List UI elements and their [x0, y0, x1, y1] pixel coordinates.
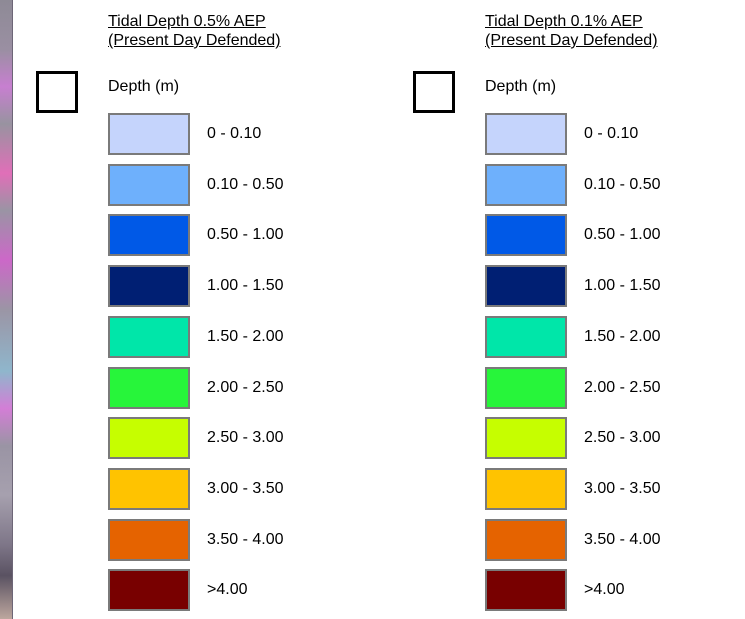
legend-swatch: [485, 417, 567, 460]
legend-title-line1: Tidal Depth 0.1% AEP: [485, 13, 643, 30]
legend-range-label: 3.50 - 4.00: [207, 530, 284, 548]
legend-range-label: 0 - 0.10: [584, 125, 639, 142]
legend-range-label: 1.50 - 2.00: [207, 327, 284, 345]
legend-range-label: 0.50 - 1.00: [207, 226, 284, 244]
legend-swatch: [485, 366, 567, 409]
legend-swatch: [108, 417, 190, 460]
legend-swatch: [108, 113, 190, 155]
legend-swatch: [485, 569, 567, 612]
legend-range-label: 0.50 - 1.00: [584, 226, 661, 244]
layer-toggle-checkbox[interactable]: [36, 71, 78, 113]
legend-range-label: 3.00 - 3.50: [207, 479, 284, 497]
legend-range-label: 2.50 - 3.00: [584, 429, 661, 447]
legend-range-label: 3.50 - 4.00: [584, 530, 661, 548]
layer-toggle-checkbox[interactable]: [413, 71, 455, 113]
legend-swatch: [108, 467, 190, 510]
legend-swatch: [485, 265, 567, 308]
legend-range-label: 0.10 - 0.50: [207, 175, 284, 193]
legend-swatch: [485, 214, 567, 257]
legend-tidal-depth-0-5-aep: Tidal Depth 0.5% AEP (Present Day Defend…: [36, 0, 366, 619]
map-background-strip: [0, 0, 13, 619]
legend-range-label: 1.00 - 1.50: [207, 277, 284, 295]
depth-unit-label: Depth (m): [485, 78, 557, 95]
legend-title-line2: (Present Day Defended): [485, 32, 658, 49]
legend-range-label: 2.00 - 2.50: [207, 378, 284, 396]
legend-swatch: [108, 569, 190, 612]
legend-title: Tidal Depth 0.5% AEP (Present Day Defend…: [108, 12, 281, 50]
legend-swatch: [108, 265, 190, 308]
legend-swatch: [108, 163, 190, 206]
legend-tidal-depth-0-1-aep: Tidal Depth 0.1% AEP (Present Day Defend…: [413, 0, 743, 619]
legend-range-label: 2.00 - 2.50: [584, 378, 661, 396]
legend-range-label: 1.50 - 2.00: [584, 327, 661, 345]
legend-swatch: [108, 518, 190, 561]
legend-swatch: [485, 315, 567, 358]
legend-swatch: [485, 518, 567, 561]
legend-title: Tidal Depth 0.1% AEP (Present Day Defend…: [485, 12, 658, 50]
legend-title-line2: (Present Day Defended): [108, 32, 281, 49]
depth-unit-label: Depth (m): [108, 78, 180, 95]
legend-swatch: [108, 214, 190, 257]
legend-swatch: [108, 366, 190, 409]
legend-range-label: 0.10 - 0.50: [584, 175, 661, 193]
legend-swatch: [485, 113, 567, 155]
legend-range-label: 0 - 0.10: [207, 125, 262, 142]
legend-range-label: >4.00: [584, 581, 625, 599]
legend-swatch: [485, 163, 567, 206]
legend-range-label: >4.00: [207, 581, 248, 599]
legend-swatch: [108, 315, 190, 358]
legend-range-label: 1.00 - 1.50: [584, 277, 661, 295]
legend-range-label: 3.00 - 3.50: [584, 479, 661, 497]
legend-swatch: [485, 467, 567, 510]
legend-range-label: 2.50 - 3.00: [207, 429, 284, 447]
legend-title-line1: Tidal Depth 0.5% AEP: [108, 13, 266, 30]
